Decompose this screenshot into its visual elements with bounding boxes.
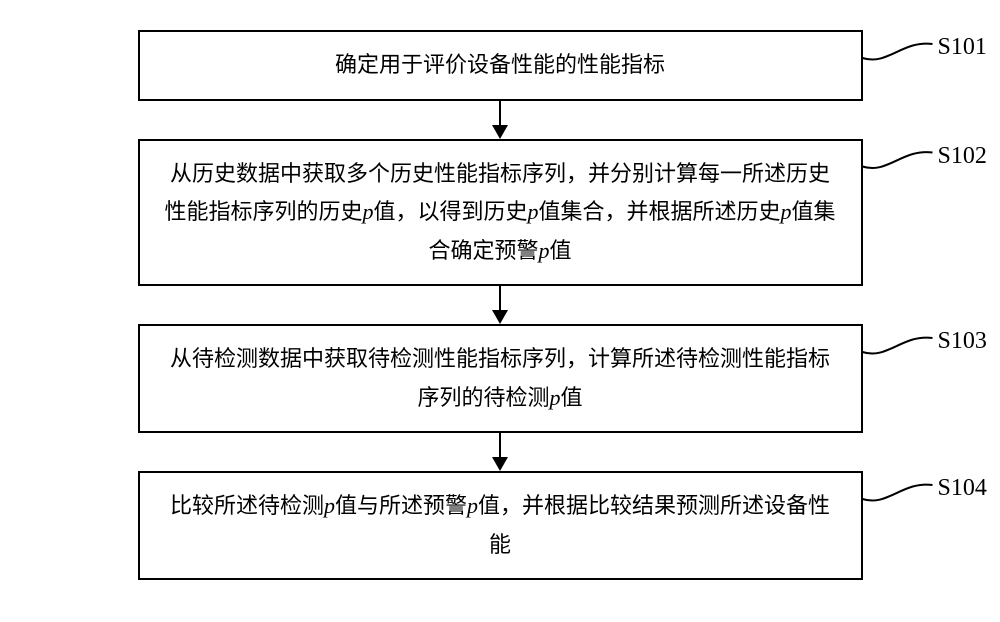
- curve-connector-s103: [863, 338, 933, 354]
- curves-svg: [0, 0, 1000, 622]
- curve-connector-s102: [863, 152, 933, 168]
- curve-connector-s104: [863, 485, 933, 501]
- curve-connector-s101: [863, 44, 933, 60]
